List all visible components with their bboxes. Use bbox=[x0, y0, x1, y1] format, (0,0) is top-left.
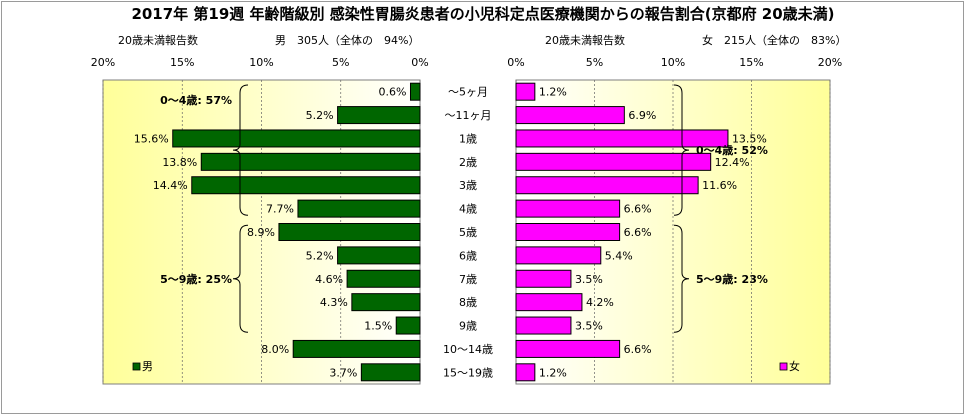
tick-label-right: 15% bbox=[739, 56, 763, 69]
group-label-left: 5～9歳: 25% bbox=[160, 272, 232, 286]
data-label-right: 4.2% bbox=[586, 296, 614, 309]
tick-label-right: 0% bbox=[507, 56, 524, 69]
data-label-left: 8.0% bbox=[261, 343, 289, 356]
bar-right bbox=[515, 246, 602, 265]
bar-right bbox=[515, 106, 625, 125]
data-label-left: 0.6% bbox=[379, 86, 407, 99]
tick-label-left: 0% bbox=[411, 56, 428, 69]
data-label-right: 6.6% bbox=[624, 343, 652, 356]
panel-header-total-left: 男 305人（全体の 94%） bbox=[275, 33, 419, 47]
data-label-right: 13.5% bbox=[732, 132, 767, 145]
bar-left bbox=[278, 223, 421, 241]
data-label-left: 5.2% bbox=[306, 109, 334, 122]
legend-swatch-right bbox=[779, 362, 788, 371]
tick-label-right: 20% bbox=[818, 56, 842, 69]
data-label-right: 1.2% bbox=[539, 86, 567, 99]
tick-label-right: 10% bbox=[661, 56, 685, 69]
data-label-right: 6.6% bbox=[624, 226, 652, 239]
tick-label-left: 5% bbox=[332, 56, 349, 69]
group-brace-right bbox=[673, 224, 690, 333]
bar-left bbox=[337, 106, 421, 125]
category-label: 1歳 bbox=[459, 132, 477, 145]
tick-label-left: 15% bbox=[170, 56, 194, 69]
bar-right bbox=[515, 293, 583, 312]
category-label: ～11ヶ月 bbox=[445, 109, 492, 122]
data-label-left: 4.6% bbox=[315, 273, 343, 286]
bar-left bbox=[351, 293, 421, 312]
bar-right bbox=[515, 129, 729, 148]
category-label: 6歳 bbox=[459, 249, 477, 262]
data-label-right: 6.9% bbox=[628, 109, 656, 122]
group-brace-right bbox=[673, 84, 690, 216]
data-label-left: 8.9% bbox=[247, 226, 275, 239]
data-label-left: 7.7% bbox=[266, 203, 294, 216]
category-label: 4歳 bbox=[459, 203, 477, 216]
legend-label-right: 女 bbox=[789, 359, 800, 373]
data-label-right: 6.6% bbox=[624, 203, 652, 216]
data-label-right: 11.6% bbox=[702, 179, 737, 192]
bar-right bbox=[515, 199, 621, 218]
category-label: 10～14歳 bbox=[443, 343, 493, 356]
bar-right bbox=[515, 269, 572, 288]
bar-right bbox=[515, 363, 536, 382]
category-label: 5歳 bbox=[459, 226, 477, 239]
bar-right bbox=[515, 339, 621, 358]
data-label-right: 12.4% bbox=[715, 156, 750, 169]
panel-header-label-right: 20歳未満報告数 bbox=[545, 34, 625, 47]
bar-left bbox=[200, 152, 421, 171]
data-label-left: 15.6% bbox=[134, 132, 169, 145]
bar-left bbox=[297, 199, 421, 218]
category-label: 9歳 bbox=[459, 320, 477, 333]
group-brace-left bbox=[232, 84, 249, 216]
category-label: 7歳 bbox=[459, 273, 477, 286]
bar-left bbox=[346, 269, 421, 288]
data-label-right: 3.5% bbox=[575, 320, 603, 333]
panel-header-total-right: 女 215人（全体の 83%） bbox=[702, 33, 846, 47]
chart-title: 2017年 第19週 年齢階級別 感染性胃腸炎患者の小児科定点医療機関からの報告… bbox=[131, 5, 834, 23]
group-label-left: 0～4歳: 57% bbox=[160, 93, 232, 107]
data-label-right: 5.4% bbox=[605, 249, 633, 262]
legend-swatch-left bbox=[132, 362, 141, 371]
bar-left bbox=[337, 246, 421, 265]
bar-right bbox=[515, 82, 536, 101]
category-label: ～5ヶ月 bbox=[448, 86, 488, 99]
bar-left bbox=[360, 363, 421, 382]
data-label-right: 3.5% bbox=[575, 273, 603, 286]
data-label-left: 14.4% bbox=[153, 179, 188, 192]
group-label-right: 5～9歳: 23% bbox=[696, 272, 768, 286]
data-label-right: 1.2% bbox=[539, 366, 567, 379]
category-label: 8歳 bbox=[459, 296, 477, 309]
tick-label-left: 20% bbox=[91, 56, 115, 69]
group-label-right: 0～4歳: 52% bbox=[696, 143, 768, 157]
bar-left bbox=[292, 339, 421, 358]
category-label: 15～19歳 bbox=[443, 366, 493, 379]
group-brace-left bbox=[232, 224, 249, 333]
tick-label-left: 10% bbox=[249, 56, 273, 69]
bar-left bbox=[395, 316, 421, 335]
bar-right bbox=[515, 176, 699, 195]
category-label: 3歳 bbox=[459, 179, 477, 192]
category-label: 2歳 bbox=[459, 156, 477, 169]
bar-right bbox=[515, 152, 712, 171]
bar-left bbox=[409, 82, 421, 101]
data-label-left: 13.8% bbox=[162, 156, 197, 169]
bar-left bbox=[191, 176, 421, 195]
data-label-left: 4.3% bbox=[320, 296, 348, 309]
data-label-left: 5.2% bbox=[306, 249, 334, 262]
bar-left bbox=[172, 129, 421, 148]
tick-label-right: 5% bbox=[586, 56, 603, 69]
data-label-left: 1.5% bbox=[364, 320, 392, 333]
panel-header-label-left: 20歳未満報告数 bbox=[118, 34, 198, 47]
data-label-left: 3.7% bbox=[329, 366, 357, 379]
legend-label-left: 男 bbox=[142, 360, 153, 373]
bar-right bbox=[515, 223, 621, 241]
bar-right bbox=[515, 316, 572, 335]
